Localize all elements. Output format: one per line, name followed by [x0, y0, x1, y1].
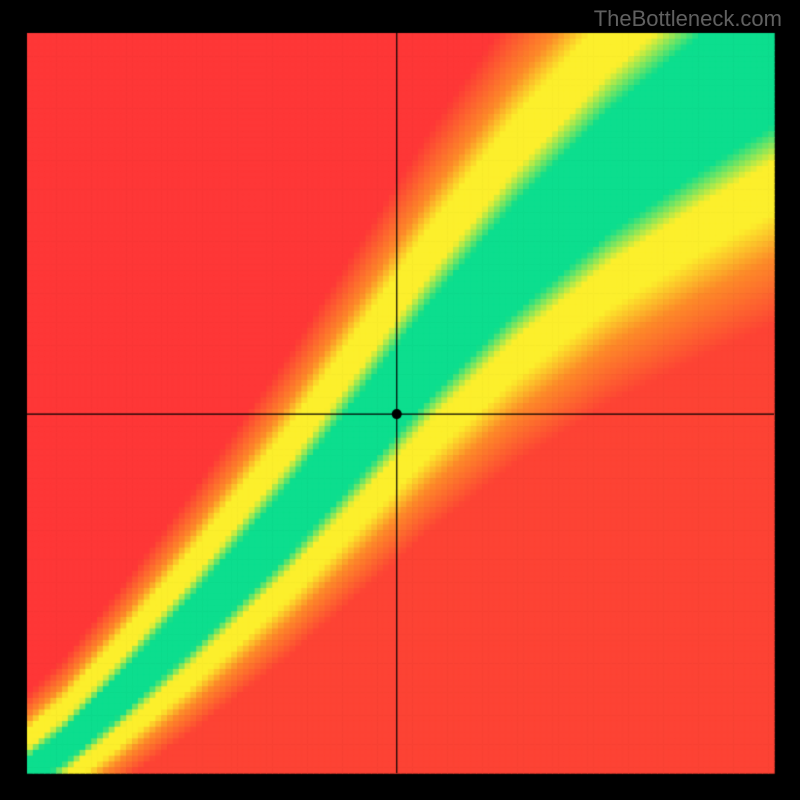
heatmap-canvas — [0, 0, 800, 800]
watermark-text: TheBottleneck.com — [594, 6, 782, 32]
chart-container: TheBottleneck.com — [0, 0, 800, 800]
